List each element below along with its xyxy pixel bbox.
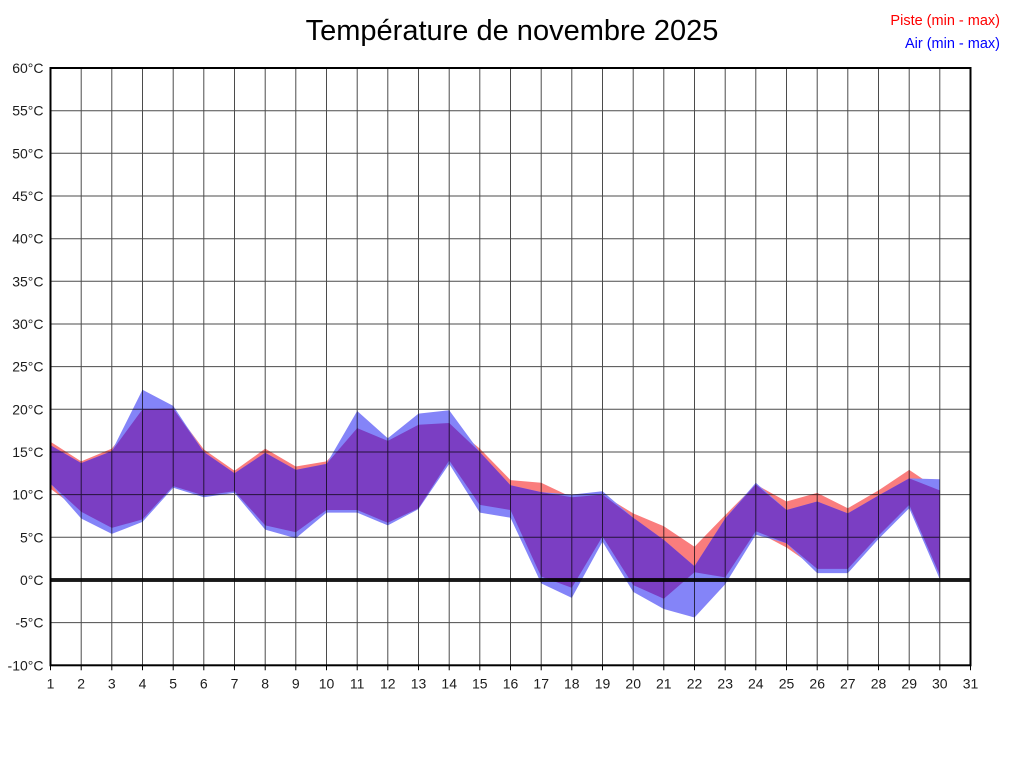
x-tick-label: 8 [261,675,269,691]
chart-legend: Piste (min - max) Air (min - max) [890,10,1000,56]
x-tick-label: 23 [717,675,733,691]
x-tick-label: 28 [871,675,887,691]
x-tick-label: 5 [169,675,177,691]
x-tick-label: 3 [108,675,116,691]
y-tick-label: 0°C [20,572,44,588]
x-tick-label: 19 [595,675,611,691]
y-tick-label: 15°C [12,444,43,460]
x-tick-label: 4 [139,675,147,691]
x-tick-label: 16 [503,675,519,691]
x-tick-label: 24 [748,675,764,691]
y-tick-label: 30°C [12,316,43,332]
x-axis-labels: 1 2 3 4 5 6 7 8 9 10 11 12 13 14 15 16 17 18 19 20 21 22 23 24 2… [47,675,979,691]
x-tick-label: 9 [292,675,300,691]
x-tick-label: 15 [472,675,488,691]
x-tick-label: 14 [441,675,457,691]
legend-item-air: Air (min - max) [904,36,1000,52]
y-tick-label: 45°C [12,188,43,204]
x-tick-label: 1 [47,675,55,691]
x-tick-label: 20 [625,675,641,691]
y-tick-label: 10°C [12,487,43,503]
y-tick-label: 40°C [12,231,43,247]
y-tick-label: 35°C [12,273,43,289]
x-tick-label: 18 [564,675,580,691]
x-tick-label: 2 [77,675,85,691]
x-tick-label: 30 [932,675,948,691]
x-tick-label: 13 [411,675,427,691]
plot-border [49,67,972,667]
y-tick-label: 60°C [12,60,43,76]
x-tick-label: 21 [656,675,672,691]
x-tick-label: 17 [533,675,549,691]
x-tick-label: 25 [779,675,795,691]
x-tick-label: 7 [231,675,239,691]
x-tick-label: 31 [963,675,979,691]
y-axis-labels: 60°C 55°C 50°C 45°C 40°C 35°C 30°C 25°C 20°C 15°C… [8,60,44,673]
y-tick-label: 20°C [12,401,43,417]
chart-title: Température de novembre 2025 [305,15,719,47]
x-tick-label: 29 [901,675,917,691]
y-tick-label: 50°C [12,145,43,161]
x-tick-label: 6 [200,675,208,691]
x-tick-label: 26 [809,675,825,691]
y-tick-label: -10°C [8,657,44,673]
x-tick-label: 27 [840,675,856,691]
legend-item-piste: Piste (min - max) [890,13,1000,29]
x-tick-label: 22 [687,675,703,691]
x-tick-label: 11 [350,675,365,691]
grid-lines [50,67,971,666]
x-tick-label: 12 [380,675,396,691]
y-tick-label: 55°C [12,103,43,119]
y-tick-label: 5°C [20,529,44,545]
y-tick-label: 25°C [12,359,43,375]
y-tick-label: -5°C [15,615,43,631]
overlap-band [50,408,940,599]
x-tick-label: 10 [319,675,335,691]
bands [50,389,940,618]
